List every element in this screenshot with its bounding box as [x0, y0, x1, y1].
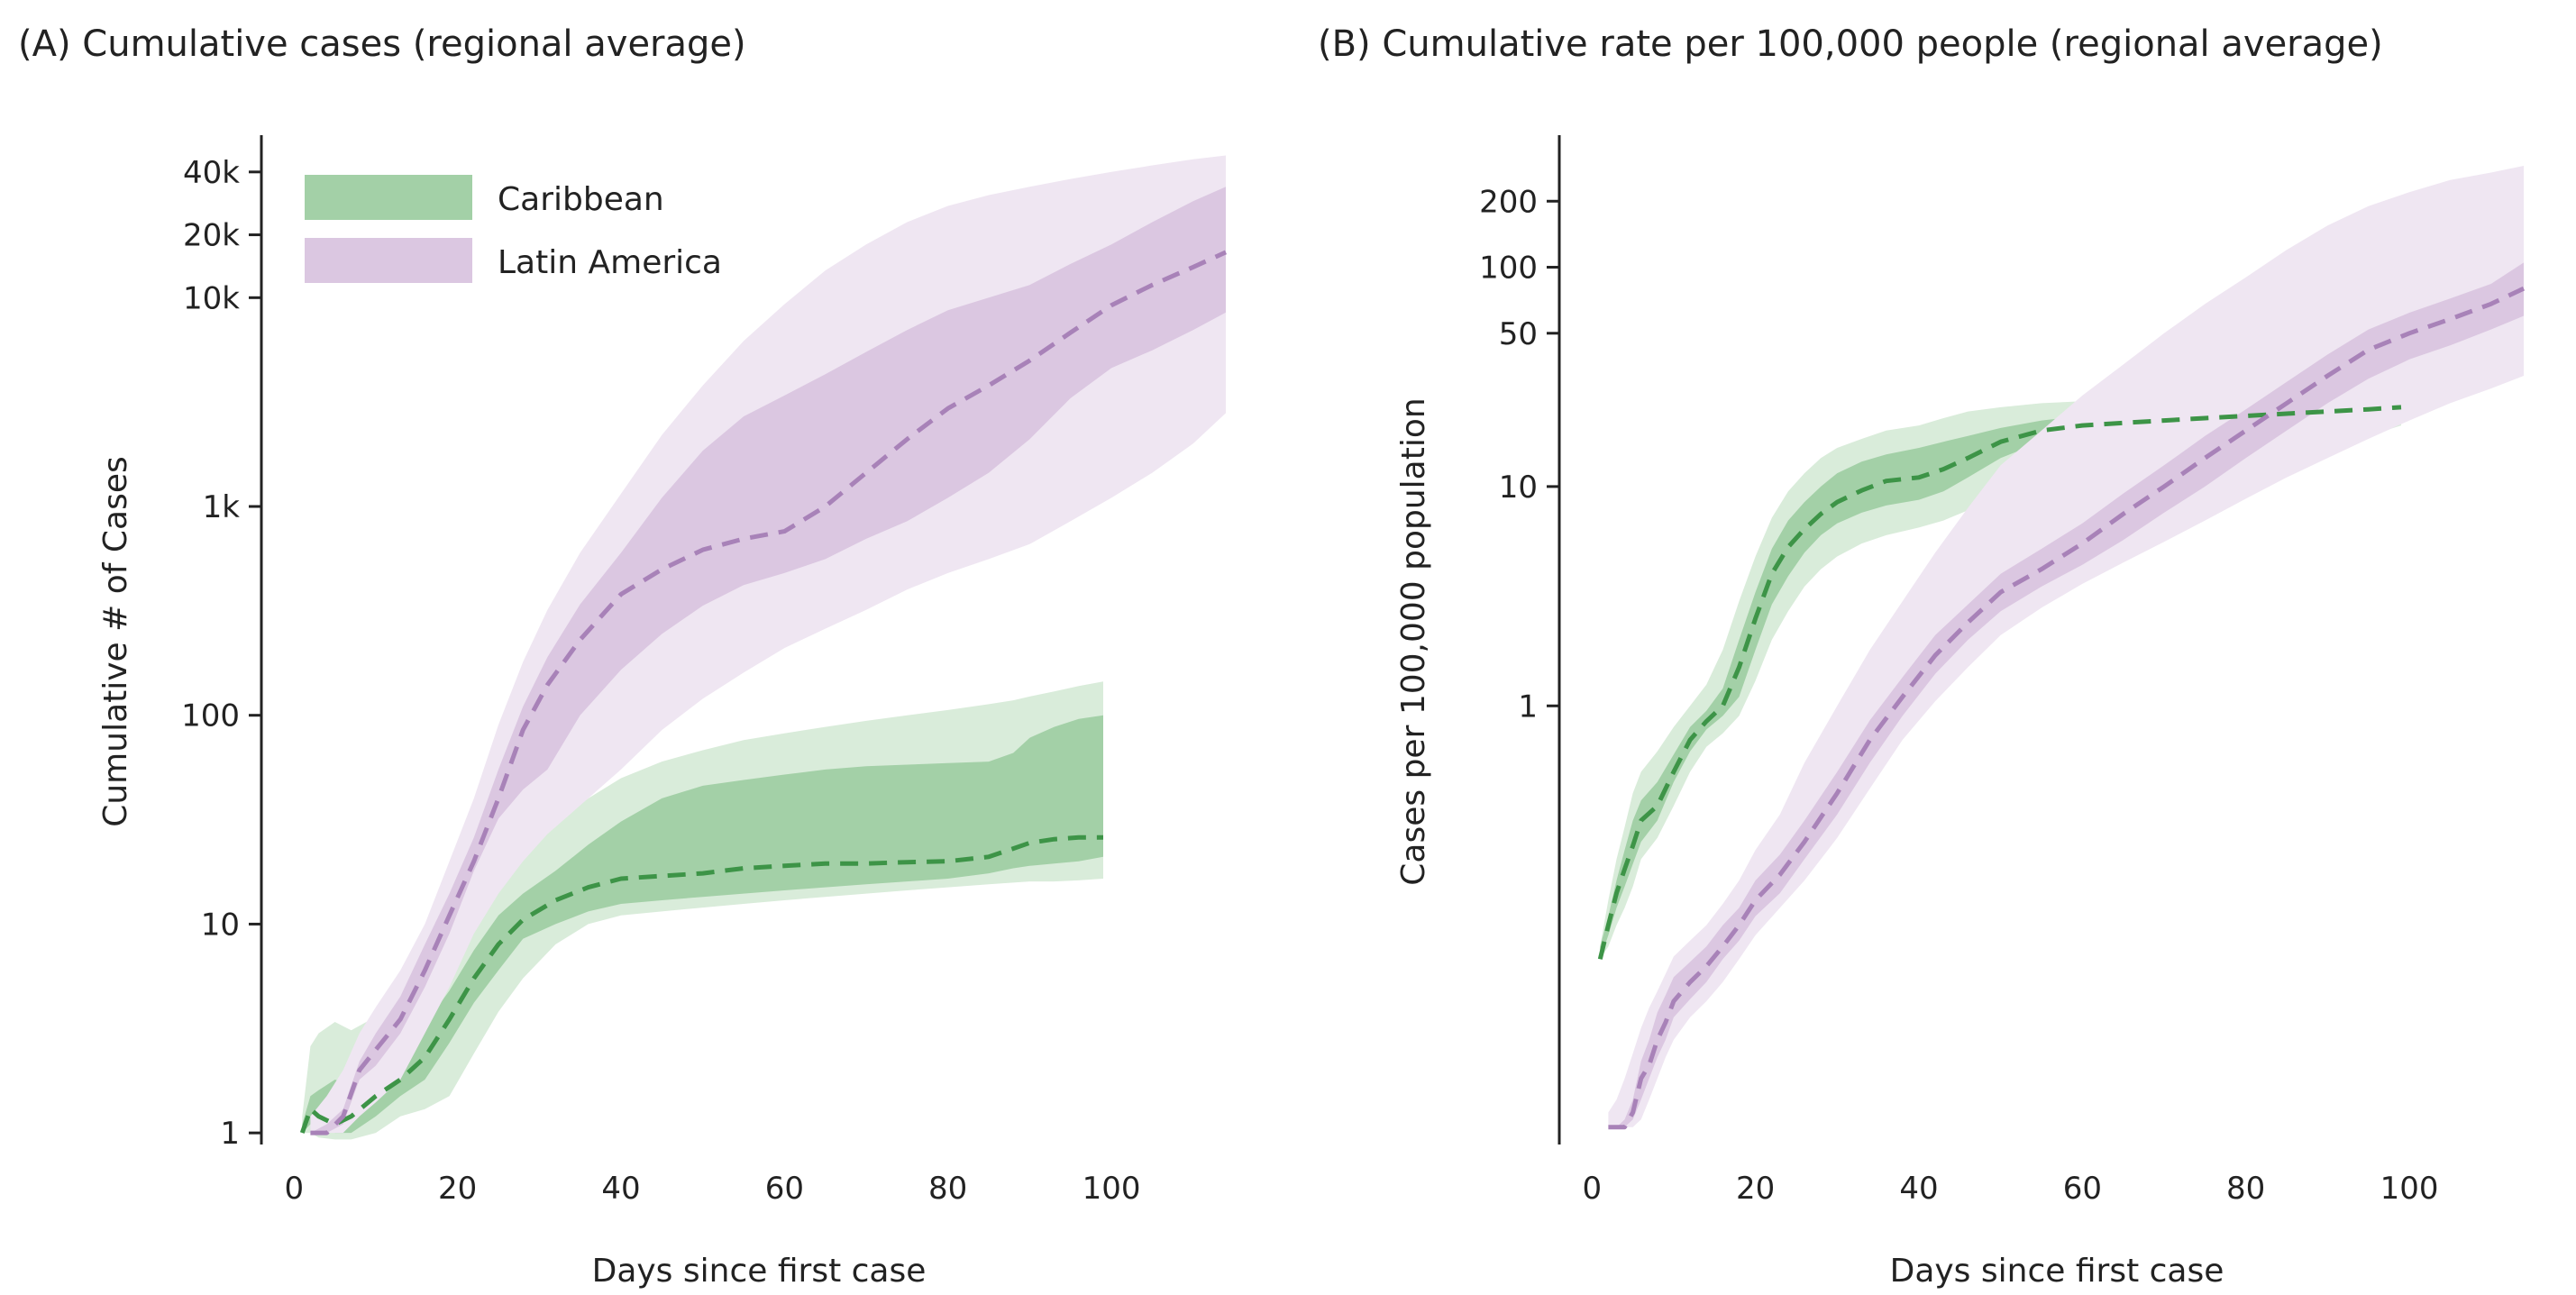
- panel-b-plot: 1 10 50 100 200 0 20 40 60 80 100: [1479, 135, 2526, 1207]
- legend-swatch-latin-america: [305, 238, 472, 283]
- panel-a-y-tick-label: 100: [181, 698, 240, 734]
- panel-a-mean-line-caribbean: [299, 834, 1103, 1134]
- panel-a-y-tick-label: 20k: [183, 218, 240, 254]
- panel-b-band-inner-latin-america: [1608, 262, 2524, 1127]
- legend-label-latin-america: Latin America: [498, 244, 722, 281]
- legend: Caribbean Latin America: [305, 175, 722, 283]
- panel-b-mean-line-latin-america: [1608, 286, 2526, 1130]
- panel-a-x-tick-label: 40: [601, 1171, 640, 1207]
- panel-b-y-tick-label: 100: [1479, 251, 1538, 287]
- panel-b-x-tick-label: 60: [2063, 1171, 2102, 1207]
- panel-a-x-tick-label: 80: [928, 1171, 967, 1207]
- panel-a-x-tick-label: 0: [284, 1171, 304, 1207]
- panel-a-x-tick-label: 60: [765, 1171, 804, 1207]
- panel-a-y-tick-label: 10: [201, 907, 240, 943]
- panel-b-x-axis-label: Days since first case: [1890, 1253, 2224, 1290]
- panel-b-y-tick-label: 1: [1518, 689, 1538, 725]
- panel-b-mean-line-caribbean: [1597, 405, 2402, 960]
- panel-b-band-inner-caribbean: [1600, 399, 2401, 960]
- panel-a-x-tick-label: 100: [1082, 1171, 1141, 1207]
- panel-b-title: (B) Cumulative rate per 100,000 people (…: [1318, 23, 2383, 65]
- panel-a-y-tick-label: 10k: [183, 280, 240, 316]
- panel-b-y-tick-label: 10: [1499, 470, 1538, 506]
- panel-b-x-tick-label: 0: [1582, 1171, 1602, 1207]
- panel-b-x-tick-label: 80: [2226, 1171, 2265, 1207]
- panel-b-y-tick-label: 200: [1479, 184, 1538, 220]
- panel-b-x-tick-label: 40: [1899, 1171, 1938, 1207]
- panel-b-x-tick-label: 100: [2380, 1171, 2439, 1207]
- panel-a-y-axis-label: Cumulative # of Cases: [97, 456, 134, 827]
- legend-swatch-caribbean: [305, 175, 472, 220]
- legend-label-caribbean: Caribbean: [498, 181, 664, 218]
- panel-a-band-inner-latin-america: [310, 187, 1226, 1134]
- panel-a-x-axis-label: Days since first case: [592, 1253, 927, 1290]
- panel-b-y-axis-label: Cases per 100,000 population: [1395, 397, 1432, 885]
- panel-b-x-tick-label: 20: [1736, 1171, 1775, 1207]
- panel-a-x-tick-label: 20: [438, 1171, 477, 1207]
- panel-a-title: (A) Cumulative cases (regional average): [18, 23, 746, 65]
- panel-a-y-tick-label: 1: [220, 1116, 240, 1152]
- panel-a-band-inner-caribbean: [302, 715, 1103, 1134]
- panel-b-y-tick-label: 50: [1499, 316, 1538, 352]
- panel-a-y-tick-label: 40k: [183, 155, 240, 191]
- panel-a-plot: 1 10 100 1k 10k 20k 40k 0 20 40 60 80 100: [181, 135, 1228, 1207]
- panel-a-mean-line-latin-america: [310, 250, 1228, 1135]
- panel-a-y-tick-label: 1k: [203, 489, 241, 525]
